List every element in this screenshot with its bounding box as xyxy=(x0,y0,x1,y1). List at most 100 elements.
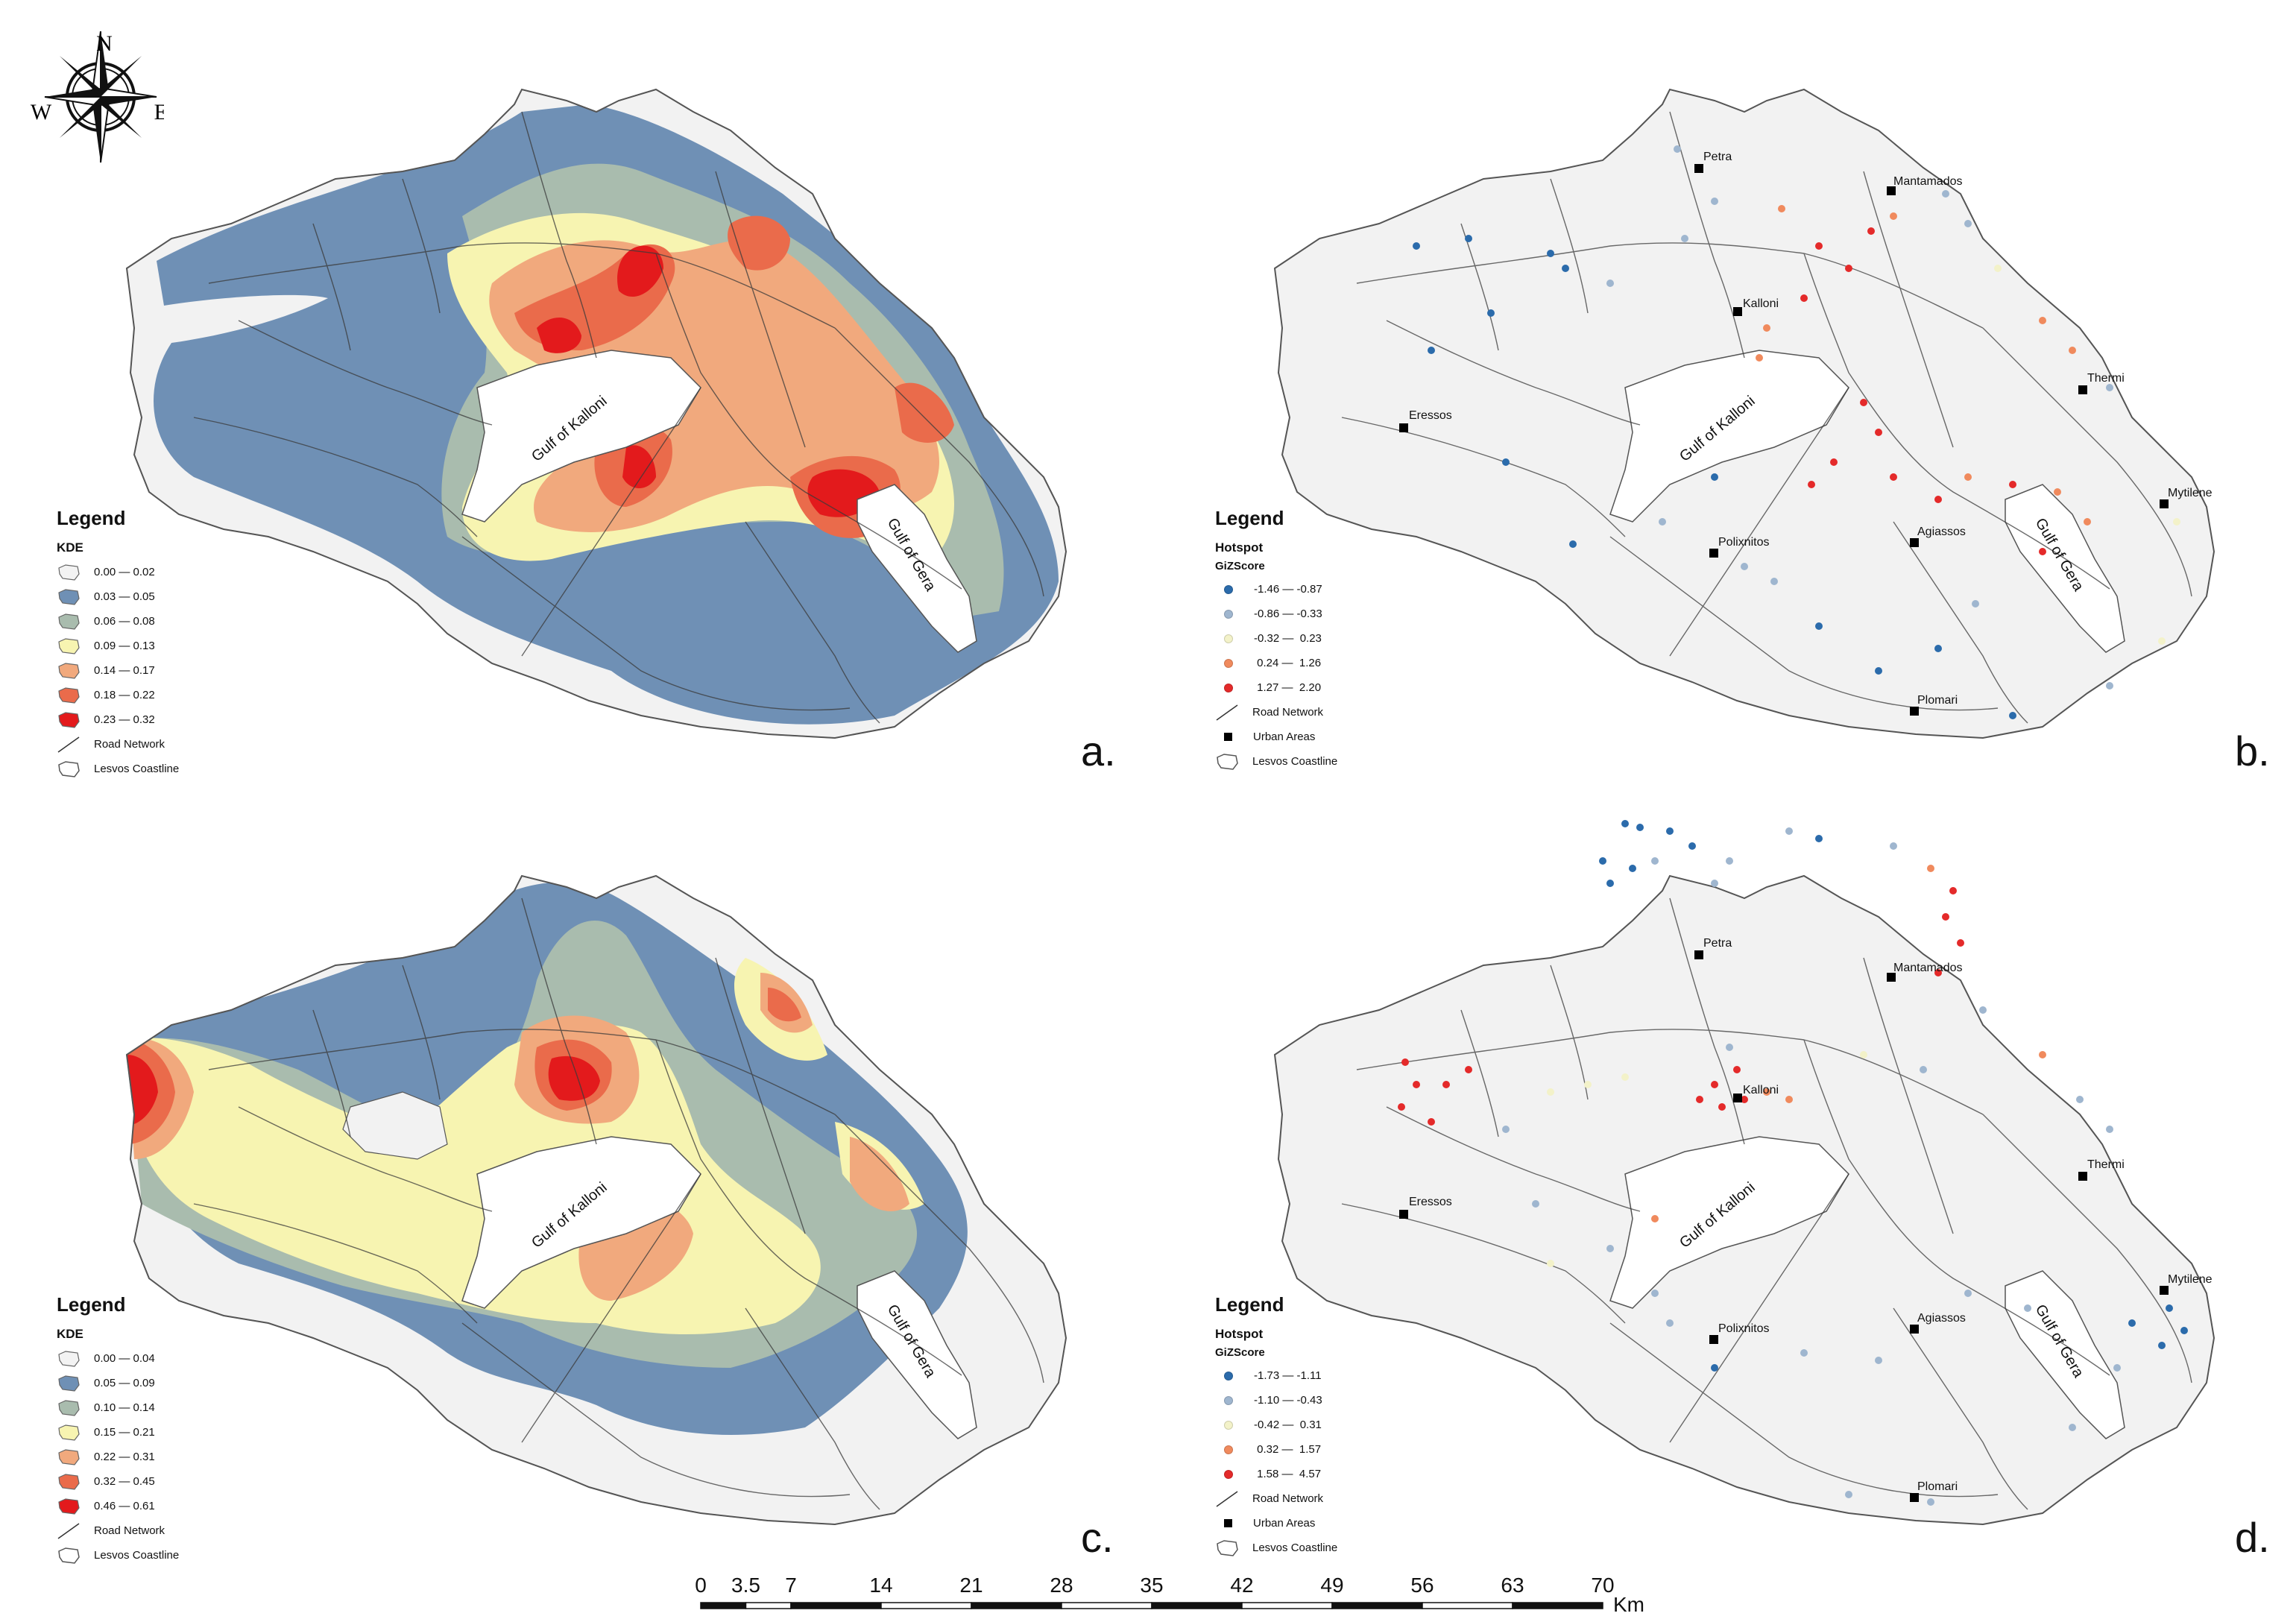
legend-hotspot-class: 1.27 — 2.20 xyxy=(1215,675,1528,700)
urban-square-icon xyxy=(1224,733,1232,741)
hotspot-dot-icon xyxy=(1224,584,1233,594)
legend-coast: Lesvos Coastline xyxy=(1215,749,1528,774)
legend-coast: Lesvos Coastline xyxy=(1215,1536,1528,1560)
hotspot-point xyxy=(1532,1200,1539,1208)
scale-segment xyxy=(971,1602,1062,1609)
hotspot-point xyxy=(1875,429,1882,436)
legend-hotspot-class: 1.58 — 4.57 xyxy=(1215,1462,1528,1486)
scale-tick-label: 35 xyxy=(1140,1574,1163,1597)
hotspot-point xyxy=(1890,473,1897,481)
legend-kde-class: 0.18 — 0.22 xyxy=(57,683,370,707)
legend-kde-rows: 0.00 — 0.02 0.03 — 0.05 0.06 — 0.08 0.09 — … xyxy=(57,560,370,732)
coastline-icon xyxy=(1217,753,1238,770)
hotspot-point xyxy=(1711,880,1718,887)
hotspot-point xyxy=(1733,1066,1741,1073)
hotspot-point xyxy=(1569,540,1577,548)
legend-class-label: 0.03 — 0.05 xyxy=(94,590,155,603)
urban-marker xyxy=(1887,973,1896,982)
hotspot-point xyxy=(1688,842,1696,850)
hotspot-point xyxy=(2069,1424,2076,1431)
urban-marker xyxy=(1694,164,1703,173)
kde-swatch-icon xyxy=(58,1399,80,1416)
legend-class-label: 0.14 — 0.17 xyxy=(94,664,155,677)
legend-kde-rows: 0.00 — 0.04 0.05 — 0.09 0.10 — 0.14 0.15 — … xyxy=(57,1346,370,1518)
label-thermi: Thermi xyxy=(2087,1158,2125,1171)
hotspot-point xyxy=(1890,212,1897,220)
legend-coast-label: Lesvos Coastline xyxy=(1252,755,1338,768)
panel-letter: a. xyxy=(1081,728,1116,774)
hotspot-point xyxy=(2076,1096,2084,1103)
hotspot-point xyxy=(1890,842,1897,850)
legend-hotspot-class: 0.32 — 1.57 xyxy=(1215,1437,1528,1462)
legend-hotspot-class: 0.24 — 1.26 xyxy=(1215,651,1528,675)
hotspot-point xyxy=(1785,827,1793,835)
hotspot-dot-icon xyxy=(1224,1469,1233,1479)
label-petra: Petra xyxy=(1703,151,1732,163)
hotspot-point xyxy=(1741,1096,1748,1103)
legend-hotspot-class: -1.10 — -0.43 xyxy=(1215,1388,1528,1413)
kde-swatch-icon xyxy=(58,1473,80,1490)
hotspot-point xyxy=(1584,1081,1592,1088)
scale-tick-label: 70 xyxy=(1591,1574,1614,1597)
label-eressos: Eressos xyxy=(1409,409,1452,422)
hotspot-point xyxy=(1401,1058,1409,1066)
legend-class-label: 1.27 — 2.20 xyxy=(1254,681,1322,694)
legend-coast: Lesvos Coastline xyxy=(57,1543,370,1568)
urban-areas-b xyxy=(1399,164,2169,716)
hotspot-point xyxy=(1651,1290,1659,1297)
hotspot-point xyxy=(2009,481,2016,488)
label-kalloni: Kalloni xyxy=(1743,297,1779,310)
hotspot-point xyxy=(1711,1081,1718,1088)
urban-areas-d xyxy=(1399,950,2169,1502)
road-line-icon xyxy=(57,736,80,753)
coastline-icon xyxy=(58,760,80,777)
legend-kde-class: 0.03 — 0.05 xyxy=(57,584,370,609)
urban-marker xyxy=(1910,707,1919,716)
panel-letter: b. xyxy=(2235,728,2270,774)
urban-marker xyxy=(1887,186,1896,195)
map-panel-b: Petra Mantamados Kalloni Thermi Eressos … xyxy=(1148,0,2296,783)
hotspot-point xyxy=(1800,294,1808,302)
hotspot-point xyxy=(1741,563,1748,570)
hotspot-point xyxy=(1875,1357,1882,1364)
kde-map-c: Gulf of Kalloni Gulf of Gera xyxy=(126,875,1067,1525)
legend-class-label: -0.32 — 0.23 xyxy=(1254,632,1322,645)
urban-marker xyxy=(1733,1094,1742,1102)
kde-swatch-icon xyxy=(58,1375,80,1392)
hotspot-point xyxy=(2024,1304,2031,1312)
legend-kde-class: 0.23 — 0.32 xyxy=(57,707,370,732)
scale-tick-label: 7 xyxy=(785,1574,797,1597)
hotspot-point xyxy=(1428,1118,1435,1126)
hotspot-point xyxy=(2039,1051,2046,1058)
hotspot-point xyxy=(1934,645,1942,652)
hotspot-point xyxy=(1927,1498,1934,1506)
hotspot-point xyxy=(2106,1126,2113,1133)
legend-road-label: Road Network xyxy=(1252,706,1324,719)
hotspot-point xyxy=(2009,712,2016,719)
hotspot-dot-icon xyxy=(1224,609,1233,619)
hotspot-point xyxy=(1413,1081,1420,1088)
hotspot-point xyxy=(1726,1044,1733,1051)
hotspot-point xyxy=(2039,317,2046,324)
hotspot-point xyxy=(1502,1126,1510,1133)
scale-tick-label: 56 xyxy=(1410,1574,1434,1597)
legend-hotspot-class: -0.86 — -0.33 xyxy=(1215,602,1528,626)
legend-road-label: Road Network xyxy=(1252,1492,1324,1505)
scale-tick-label: 3.5 xyxy=(731,1574,760,1597)
scale-tick-label: 49 xyxy=(1320,1574,1343,1597)
hotspot-point xyxy=(1636,824,1644,831)
road-network-c xyxy=(193,897,1044,1510)
hotspot-point xyxy=(2158,637,2166,645)
hotspot-point xyxy=(1666,827,1674,835)
legend-class-label: 0.22 — 0.31 xyxy=(94,1451,155,1463)
hotspot-point xyxy=(1621,820,1629,827)
hotspot-point xyxy=(1711,473,1718,481)
hotspot-point xyxy=(1718,1103,1726,1111)
hotspot-map-d: Petra Mantamados Kalloni Thermi Eressos … xyxy=(1274,820,2215,1525)
scale-segment xyxy=(1512,1602,1603,1609)
kde-band-yellow xyxy=(127,958,924,1334)
hotspot-point xyxy=(1860,399,1867,406)
hotspot-point xyxy=(1994,265,2002,272)
urban-marker xyxy=(1709,1335,1718,1344)
urban-marker xyxy=(2078,1172,2087,1181)
